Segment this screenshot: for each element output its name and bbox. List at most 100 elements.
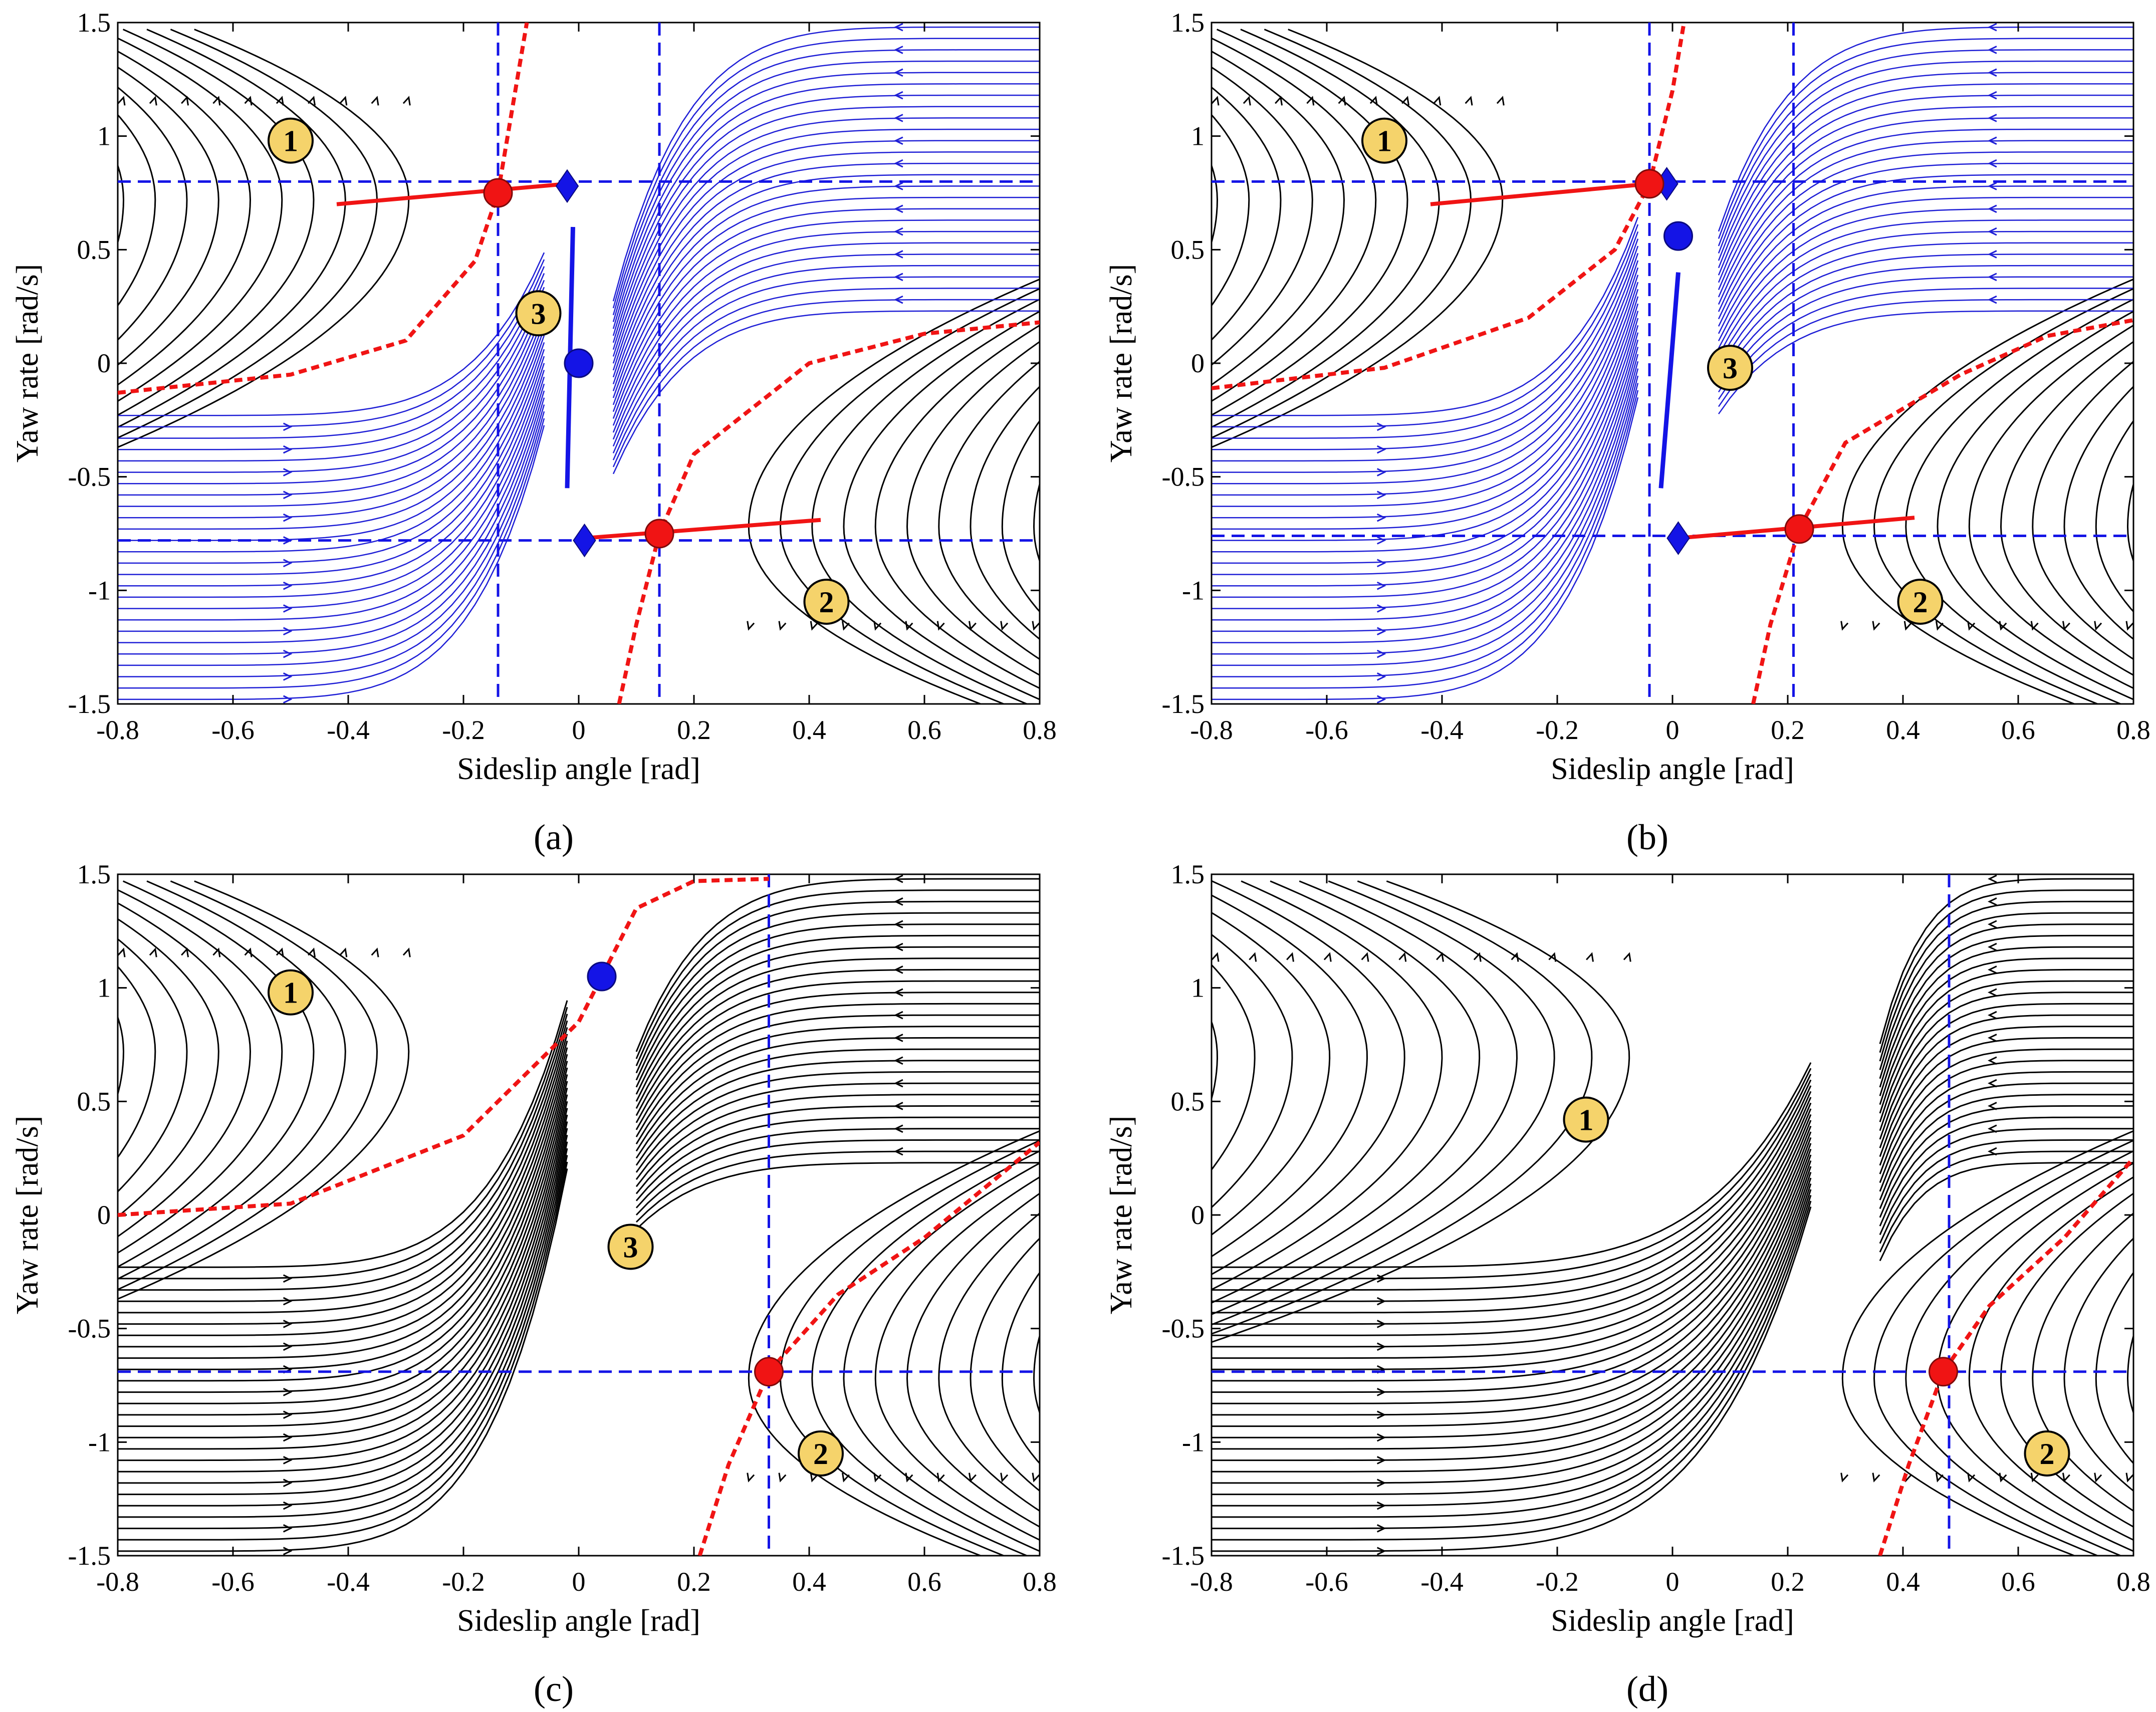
streamline-arrow [1376,1388,1386,1396]
stability-limit-line [584,518,821,541]
streamline-arrow [894,159,903,168]
streamline [1212,1097,1812,1336]
region-badge [803,579,850,625]
streamline-arrow [1376,468,1386,476]
x-tick-label: 0.8 [2116,1567,2150,1597]
streamline [1212,375,1639,666]
streamline-arrow [894,1079,903,1088]
separatrix [118,23,529,395]
streamline [118,411,545,677]
streamline [1212,1120,1812,1382]
streamline [118,273,545,450]
streamline-arrow [1988,250,1997,259]
streamline-arrow [283,627,293,636]
y-tick-label: 1.5 [77,859,111,889]
streamline [1212,880,1518,1315]
streamline [1212,880,1630,1343]
streamline-arrow [1988,942,1997,951]
streamline-field [1212,874,2133,1556]
streamline [1718,140,2133,305]
streamline [635,1082,1040,1180]
streamline-arrow [1000,621,1009,631]
streamline-arrow [1376,422,1386,431]
streamline [118,86,188,341]
region-number: 1 [1377,125,1392,158]
streamline-arrow [212,947,221,957]
separatrix [697,1140,1040,1556]
streamline [1212,318,1639,575]
streamline [612,299,1040,467]
streamline [1718,60,2133,254]
x-tick-label: 0.8 [1023,715,1057,745]
region-marker: 2 [1897,579,1944,625]
streamline-field [118,23,1040,704]
streamline [118,287,545,473]
region-marker: 2 [803,579,850,625]
streamline [1212,383,1639,677]
streamline [635,923,1040,1081]
streamline [1718,185,2133,334]
x-tick-label: 0.2 [1771,715,1805,745]
streamline-arrow [1436,952,1445,962]
streamline [1879,1162,2133,1262]
streamline [1212,368,1639,655]
streamline [1212,1108,1812,1359]
streamline-arrow [1872,1473,1880,1483]
streamline [118,294,545,484]
streamline [1212,397,1639,700]
streamline [118,259,545,428]
streamline [612,117,1040,357]
streamline [118,1047,568,1348]
streamline [1212,1125,1812,1393]
x-tick-label: 0 [1666,1567,1680,1597]
region-badge [1361,117,1407,164]
streamline-arrow [1473,952,1482,962]
streamline-arrow [1376,559,1386,568]
streamline [1718,26,2133,232]
streamline [748,278,1040,704]
streamline [118,1148,568,1518]
streamline-arrow [1306,96,1315,106]
streamline [118,363,545,598]
streamline [2063,1237,2133,1492]
streamline [635,912,1040,1074]
x-tick-label: -0.6 [1305,1567,1348,1597]
x-tick-label: -0.8 [1190,715,1233,745]
streamline [118,918,219,1218]
y-tick-label: 0 [1191,348,1205,378]
streamline-arrow [1000,1473,1009,1483]
streamline-arrow [1623,952,1631,962]
streamline [118,1067,568,1382]
streamline-arrow [1988,1102,1997,1110]
streamline [118,397,545,655]
streamline [2126,1333,2133,1415]
x-tick-label: -0.8 [96,715,139,745]
streamline [874,324,1040,689]
streamline-arrow [1376,491,1386,500]
y-tick-label: -1.5 [68,1541,111,1571]
panel-label: (d) [1626,1669,1668,1709]
streamline [635,878,1040,1052]
streamline [118,425,545,700]
streamline-arrow [1376,1524,1386,1533]
streamline-arrow [894,1034,903,1042]
streamline-arrow [1988,874,1997,883]
streamline-arrow [2094,1473,2102,1483]
streamline [118,1020,568,1302]
region-marker: 3 [607,1224,654,1270]
x-tick-label: 0.4 [792,715,826,745]
streamline-arrow [1376,1274,1386,1283]
y-tick-label: -1 [88,575,111,605]
streamline [612,174,1040,391]
streamline [612,128,1040,364]
streamline [1879,992,2133,1131]
streamline-arrow [1433,96,1442,106]
streamline [1212,29,1440,428]
boundary-marker [555,169,579,203]
streamline-arrow [181,947,189,957]
streamline [2126,481,2133,564]
panel-b: -0.8 -0.6 -0.4 -0.2 0 0.2 0.4 0.6 0.8 -1.5 -1 -0.5 0… [1104,8,2150,857]
streamline [118,1114,568,1461]
y-tick-label: -0.5 [1162,462,1205,492]
streamline [635,900,1040,1067]
